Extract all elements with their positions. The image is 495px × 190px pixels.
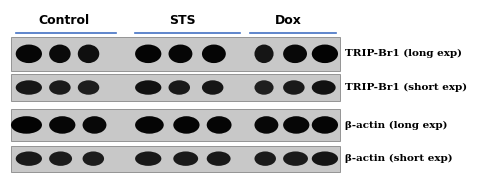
Ellipse shape — [312, 44, 338, 63]
Text: TRIP-Br1 (long exp): TRIP-Br1 (long exp) — [345, 49, 462, 58]
FancyBboxPatch shape — [11, 74, 341, 101]
Ellipse shape — [78, 80, 99, 95]
Ellipse shape — [312, 116, 338, 134]
Ellipse shape — [283, 116, 309, 134]
Text: β-actin (short exp): β-actin (short exp) — [345, 154, 453, 163]
Ellipse shape — [83, 151, 104, 166]
Ellipse shape — [49, 151, 72, 166]
Ellipse shape — [49, 80, 71, 95]
Ellipse shape — [16, 44, 42, 63]
Ellipse shape — [254, 116, 278, 134]
Ellipse shape — [283, 44, 307, 63]
FancyBboxPatch shape — [11, 146, 341, 172]
Ellipse shape — [254, 80, 274, 95]
Ellipse shape — [173, 151, 198, 166]
FancyBboxPatch shape — [11, 37, 341, 71]
Ellipse shape — [49, 44, 71, 63]
Text: Dox: Dox — [274, 14, 301, 28]
Text: STS: STS — [169, 14, 196, 28]
Ellipse shape — [135, 80, 161, 95]
Ellipse shape — [135, 116, 164, 134]
Ellipse shape — [312, 151, 338, 166]
Ellipse shape — [11, 116, 42, 134]
Ellipse shape — [78, 44, 99, 63]
Text: TRIP-Br1 (short exp): TRIP-Br1 (short exp) — [345, 83, 467, 92]
Ellipse shape — [202, 44, 226, 63]
Ellipse shape — [312, 80, 336, 95]
Ellipse shape — [16, 80, 42, 95]
Ellipse shape — [49, 116, 75, 134]
Ellipse shape — [283, 151, 308, 166]
FancyBboxPatch shape — [11, 109, 341, 141]
Ellipse shape — [207, 151, 231, 166]
Ellipse shape — [207, 116, 232, 134]
Ellipse shape — [168, 44, 193, 63]
Ellipse shape — [283, 80, 304, 95]
Ellipse shape — [135, 44, 161, 63]
Ellipse shape — [254, 44, 274, 63]
Ellipse shape — [254, 151, 276, 166]
Ellipse shape — [168, 80, 190, 95]
Ellipse shape — [173, 116, 199, 134]
Text: Control: Control — [38, 14, 89, 28]
Ellipse shape — [135, 151, 161, 166]
Text: β-actin (long exp): β-actin (long exp) — [345, 120, 447, 130]
Ellipse shape — [16, 151, 42, 166]
Ellipse shape — [83, 116, 106, 134]
Ellipse shape — [202, 80, 223, 95]
